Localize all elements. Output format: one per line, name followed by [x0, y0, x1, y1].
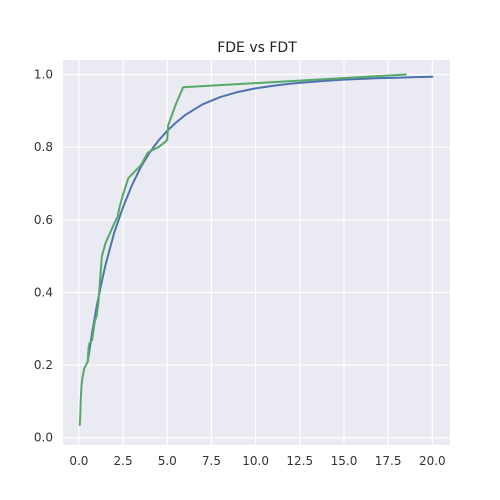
- series-line-2: [78, 73, 407, 427]
- chart-title: FDE vs FDT: [217, 40, 297, 56]
- x-tick-label: 7.5: [202, 454, 221, 468]
- x-tick-label: 5.0: [158, 454, 177, 468]
- plot-area: [63, 60, 450, 445]
- x-tick-label: 2.5: [114, 454, 133, 468]
- y-tick-label: 0.6: [34, 213, 53, 227]
- x-axis-ticks: 0.0 2.5 5.0 7.5 10.0 12.5 15.0 17.5 20.0: [69, 454, 445, 468]
- grid: [63, 60, 450, 445]
- y-tick-label: 1.0: [34, 68, 53, 82]
- x-tick-label: 20.0: [419, 454, 446, 468]
- series-layer: [78, 73, 434, 427]
- x-tick-label: 10.0: [242, 454, 269, 468]
- x-tick-label: 17.5: [375, 454, 402, 468]
- y-tick-label: 0.2: [34, 358, 53, 372]
- y-tick-label: 0.0: [34, 431, 53, 445]
- y-axis-ticks: 0.0 0.2 0.4 0.6 0.8 1.0: [34, 68, 53, 445]
- y-tick-label: 0.4: [34, 285, 53, 299]
- x-tick-label: 12.5: [286, 454, 313, 468]
- x-tick-label: 15.0: [331, 454, 358, 468]
- series-line-1: [86, 75, 434, 363]
- x-tick-label: 0.0: [69, 454, 88, 468]
- y-tick-label: 0.8: [34, 140, 53, 154]
